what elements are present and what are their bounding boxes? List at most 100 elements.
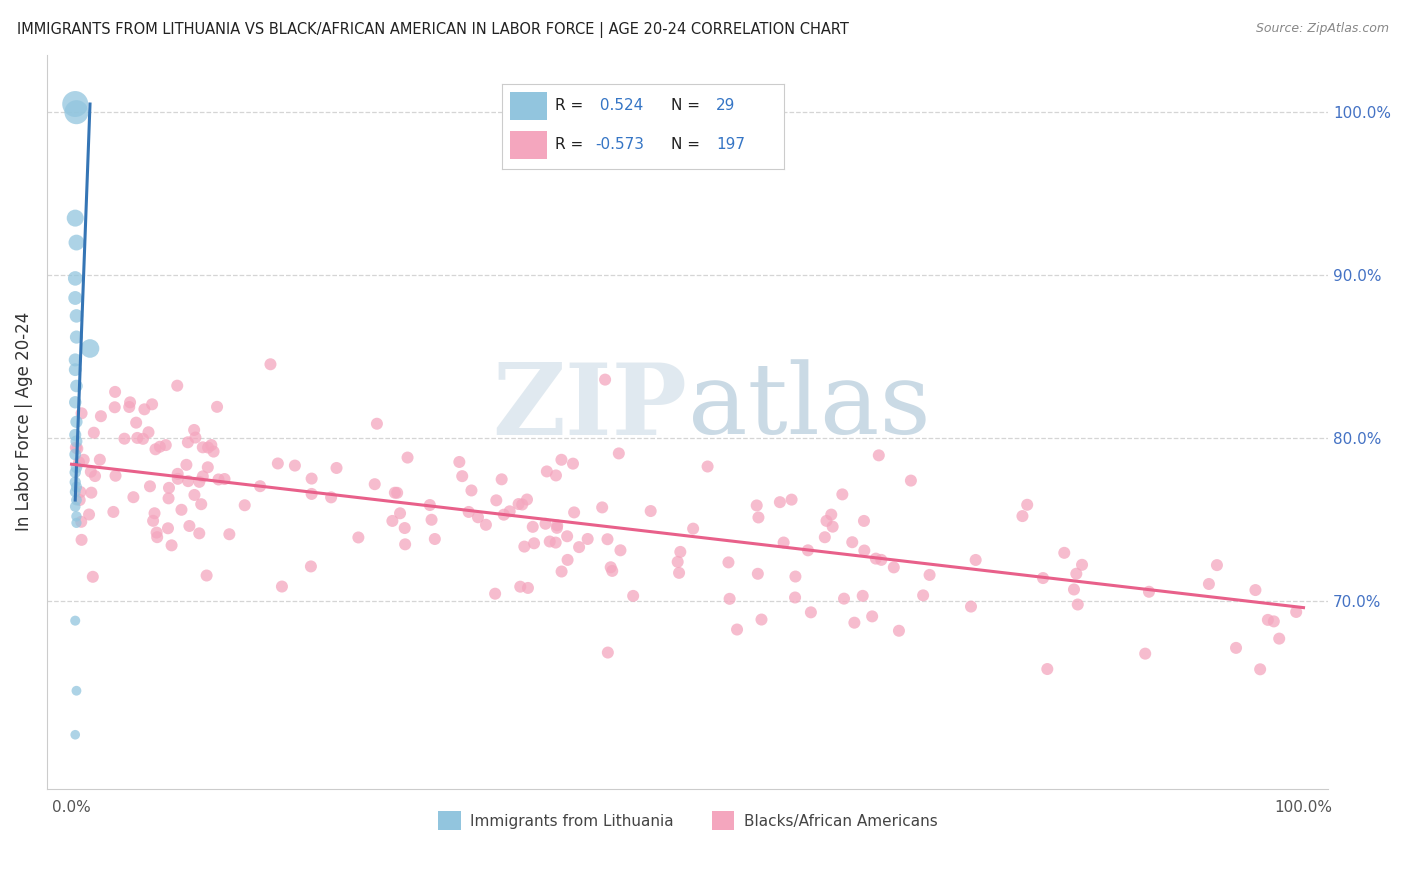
Point: [821, 519, 844, 533]
Point: [259, 357, 281, 371]
Point: [1268, 632, 1291, 646]
Point: [1135, 647, 1157, 661]
Point: [852, 514, 875, 528]
Point: [883, 560, 905, 574]
Point: [576, 532, 599, 546]
Point: [65, 683, 87, 698]
Point: [820, 508, 842, 522]
Point: [70, 533, 93, 547]
Point: [887, 624, 910, 638]
Point: [960, 599, 983, 614]
Point: [118, 400, 141, 414]
Point: [134, 402, 156, 417]
Point: [568, 540, 591, 554]
Point: [299, 559, 322, 574]
Text: ZIP: ZIP: [492, 359, 688, 456]
Point: [191, 469, 214, 483]
Point: [184, 431, 207, 445]
Point: [1206, 558, 1229, 573]
Point: [65, 379, 87, 393]
Point: [177, 474, 200, 488]
Y-axis label: In Labor Force | Age 20-24: In Labor Force | Age 20-24: [15, 312, 32, 532]
Point: [550, 452, 572, 467]
Point: [89, 452, 111, 467]
Point: [65, 475, 87, 490]
Point: [1198, 577, 1220, 591]
Point: [498, 504, 520, 518]
Point: [457, 505, 479, 519]
Point: [145, 525, 167, 540]
Point: [205, 400, 228, 414]
Point: [166, 467, 188, 481]
Point: [70, 406, 93, 420]
Point: [550, 565, 572, 579]
Point: [516, 581, 538, 595]
Point: [84, 469, 107, 483]
Point: [157, 481, 180, 495]
Point: [546, 521, 568, 535]
Point: [65, 434, 87, 449]
Point: [451, 469, 474, 483]
Point: [522, 520, 544, 534]
Point: [510, 498, 533, 512]
Point: [682, 522, 704, 536]
Point: [65, 362, 87, 376]
Point: [783, 591, 806, 605]
Point: [155, 438, 177, 452]
Point: [65, 428, 87, 442]
Point: [394, 521, 416, 535]
Point: [718, 591, 741, 606]
Point: [73, 452, 96, 467]
Point: [696, 459, 718, 474]
Point: [640, 504, 662, 518]
Point: [745, 499, 768, 513]
Point: [609, 543, 631, 558]
Point: [65, 516, 87, 530]
Point: [69, 485, 91, 500]
Point: [394, 537, 416, 551]
Point: [190, 497, 212, 511]
Point: [67, 455, 90, 469]
Point: [666, 555, 689, 569]
Point: [1063, 582, 1085, 597]
Point: [860, 609, 883, 624]
Point: [170, 503, 193, 517]
Point: [815, 514, 838, 528]
Point: [301, 472, 323, 486]
Point: [321, 491, 343, 505]
Point: [385, 485, 408, 500]
Point: [593, 373, 616, 387]
Point: [538, 534, 561, 549]
Point: [467, 510, 489, 524]
Point: [460, 483, 482, 498]
Point: [669, 545, 692, 559]
Point: [420, 513, 443, 527]
Point: [145, 442, 167, 457]
Point: [780, 492, 803, 507]
Point: [1011, 509, 1033, 524]
Point: [347, 531, 370, 545]
Point: [1071, 558, 1094, 572]
Point: [197, 441, 219, 455]
Point: [142, 514, 165, 528]
Point: [156, 521, 179, 535]
Point: [596, 646, 619, 660]
Point: [831, 487, 853, 501]
Point: [214, 472, 236, 486]
Point: [751, 613, 773, 627]
Point: [1066, 566, 1088, 581]
Point: [218, 527, 240, 541]
Point: [832, 591, 855, 606]
Point: [389, 506, 412, 520]
Point: [1036, 662, 1059, 676]
Point: [536, 465, 558, 479]
Point: [717, 555, 740, 569]
Point: [267, 457, 290, 471]
Point: [177, 435, 200, 450]
Point: [841, 535, 863, 549]
Point: [160, 538, 183, 552]
Point: [65, 211, 87, 226]
Point: [513, 540, 536, 554]
Point: [70, 515, 93, 529]
Point: [797, 543, 820, 558]
